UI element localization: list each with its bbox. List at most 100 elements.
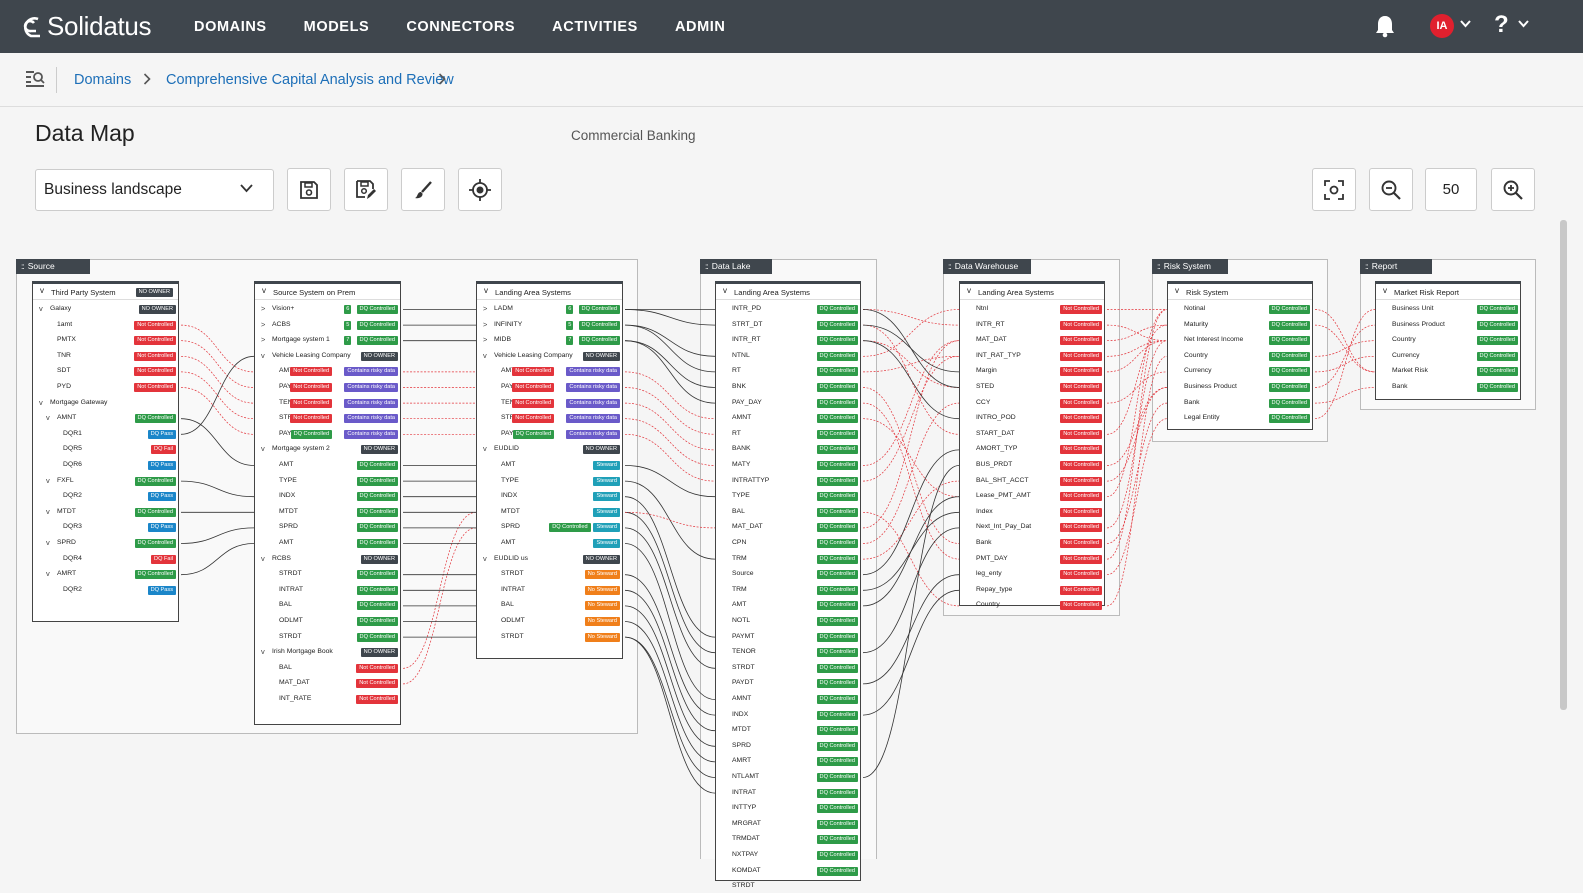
chevron-down-icon[interactable]	[1518, 20, 1529, 28]
entity-row[interactable]: v AMRT DQ Controlled	[33, 568, 180, 581]
entity-row[interactable]: 1amt Not Controlled	[33, 319, 180, 332]
entity-row[interactable]: STRDT No Steward	[477, 568, 624, 581]
entity-row[interactable]: Next_Int_Pay_Dat Not Controlled	[960, 521, 1106, 534]
entity-row[interactable]: TYPE DQ Controlled	[255, 475, 402, 488]
entity-row[interactable]: Country DQ Controlled	[1376, 334, 1522, 347]
entity-row[interactable]: AMRT DQ Controlled	[716, 755, 862, 768]
entity-row[interactable]: ODLMT DQ Controlled	[255, 615, 402, 628]
entity-row[interactable]: Ntnl Not Controlled	[960, 303, 1106, 316]
entity-row[interactable]: NOTL DQ Controlled	[716, 615, 862, 628]
entity-row[interactable]: SPRD DQ Controlled	[716, 740, 862, 753]
nav-connectors[interactable]: CONNECTORS	[406, 18, 516, 35]
zoom-out-button[interactable]	[1369, 168, 1413, 211]
group-tab[interactable]: :: Data Lake	[700, 259, 772, 274]
entity-row[interactable]: MTDT DQ Controlled	[716, 724, 862, 737]
entity-row[interactable]: AMT DQ Controlled	[255, 537, 402, 550]
chevron-down-icon[interactable]: v	[46, 506, 50, 516]
chevron-down-icon[interactable]	[1460, 20, 1471, 28]
entity-row[interactable]: AMT DQ Controlled	[255, 459, 402, 472]
entity-row[interactable]: STRDT No Steward	[477, 631, 624, 644]
entity-row[interactable]: TRM DQ Controlled	[716, 584, 862, 597]
entity-row[interactable]: STED Not Controlled	[960, 381, 1106, 394]
entity-row[interactable]: NXTPAY DQ Controlled	[716, 849, 862, 862]
entity-row[interactable]: Country DQ Controlled	[1168, 350, 1314, 363]
entity-row[interactable]: PAYDT Contains risky data DQ Controlled	[477, 428, 624, 441]
entity-row[interactable]: Repay_type Not Controlled	[960, 584, 1106, 597]
entity-row[interactable]: DQR3 DQ Pass	[33, 521, 180, 534]
entity-risk-system[interactable]: v Risk System Notinal DQ Controlled Maturit…	[1167, 281, 1313, 430]
entity-row[interactable]: NTLAMT DQ Controlled	[716, 771, 862, 784]
entity-row[interactable]: TEN Contains risky data Not Controlled	[255, 397, 402, 410]
entity-row[interactable]: INTR_RT Not Controlled	[960, 319, 1106, 332]
chevron-down-icon[interactable]: v	[261, 553, 265, 563]
entity-row[interactable]: PAYDT DQ Controlled	[716, 677, 862, 690]
zoom-level-input[interactable]: 50	[1425, 168, 1477, 211]
entity-row[interactable]: AMT Contains risky data Not Controlled	[255, 365, 402, 378]
chevron-right-icon[interactable]: >	[261, 319, 266, 329]
fit-screen-button[interactable]	[1312, 168, 1356, 211]
entity-row[interactable]: INTR_PD DQ Controlled	[716, 303, 862, 316]
entity-row[interactable]: Business Product DQ Controlled	[1376, 319, 1522, 332]
entity-row[interactable]: BNK DQ Controlled	[716, 381, 862, 394]
entity-row[interactable]: INTTYP DQ Controlled	[716, 802, 862, 815]
entity-row[interactable]: leg_enty Not Controlled	[960, 568, 1106, 581]
entity-row[interactable]: INTRATTYP DQ Controlled	[716, 475, 862, 488]
entity-row[interactable]: INTRAT DQ Controlled	[255, 584, 402, 597]
entity-header[interactable]: v Source System on Prem	[255, 284, 400, 300]
entity-row[interactable]: > MIDB DQ Controlled 7	[477, 334, 624, 347]
entity-row[interactable]: AMORT_TYP Not Controlled	[960, 443, 1106, 456]
entity-row[interactable]: SPRD Steward DQ Controlled	[477, 521, 624, 534]
chevron-down-icon[interactable]: v	[39, 304, 43, 313]
entity-row[interactable]: v Vehicle Leasing Company NO OWNER	[477, 350, 624, 363]
entity-row[interactable]: INDX DQ Controlled	[716, 709, 862, 722]
breadcrumb-domains[interactable]: Domains	[74, 72, 132, 88]
entity-row[interactable]: DQR5 DQ Fail	[33, 443, 180, 456]
entity-row[interactable]: Margin Not Controlled	[960, 365, 1106, 378]
entity-row[interactable]: PYD Not Controlled	[33, 381, 180, 394]
entity-row[interactable]: STRDT DQ Controlled	[255, 631, 402, 644]
help-icon[interactable]: ?	[1494, 11, 1509, 38]
entity-row[interactable]: v EUDLID NO OWNER	[477, 443, 624, 456]
chevron-down-icon[interactable]: v	[483, 444, 487, 454]
entity-row[interactable]: Bank Not Controlled	[960, 537, 1106, 550]
entity-row[interactable]: > Mortgage system 1 DQ Controlled 7	[255, 334, 402, 347]
entity-row[interactable]: SPRD DQ Controlled	[255, 521, 402, 534]
chevron-right-icon[interactable]: >	[483, 304, 488, 313]
entity-row[interactable]: STRT_DT DQ Controlled	[716, 319, 862, 332]
entity-row[interactable]: STRDT DQ Controlled	[255, 568, 402, 581]
entity-row[interactable]: MTDT Steward	[477, 506, 624, 519]
entity-row[interactable]: PAYMT Contains risky data Not Controlled	[477, 381, 624, 394]
chevron-right-icon[interactable]: >	[261, 304, 266, 313]
entity-row[interactable]: BANK DQ Controlled	[716, 443, 862, 456]
entity-row[interactable]: TRMDAT DQ Controlled	[716, 833, 862, 846]
entity-row[interactable]: DQR1 DQ Pass	[33, 428, 180, 441]
nav-domains[interactable]: DOMAINS	[194, 18, 267, 35]
vertical-scrollbar[interactable]	[1560, 220, 1567, 710]
entity-row[interactable]: TEN Contains risky data Not Controlled	[477, 397, 624, 410]
chevron-down-icon[interactable]: v	[46, 569, 50, 579]
entity-row[interactable]: DQR6 DQ Pass	[33, 459, 180, 472]
entity-row[interactable]: AMT Contains risky data Not Controlled	[477, 365, 624, 378]
bell-icon[interactable]	[1374, 14, 1396, 38]
entity-row[interactable]: Lease_PMT_AMT Not Controlled	[960, 490, 1106, 503]
chevron-down-icon[interactable]: v	[46, 538, 50, 547]
user-avatar[interactable]: IA	[1430, 14, 1454, 38]
entity-header[interactable]: v Third Party System NO OWNER	[33, 284, 178, 300]
entity-row[interactable]: PAYMT Contains risky data Not Controlled	[255, 381, 402, 394]
entity-row[interactable]: > Vision+ DQ Controlled 6	[255, 303, 402, 316]
entity-row[interactable]: ODLMT No Steward	[477, 615, 624, 628]
entity-row[interactable]: BAL DQ Controlled	[255, 599, 402, 612]
entity-row[interactable]: Bank DQ Controlled	[1168, 397, 1314, 410]
entity-row[interactable]: START_DAT Not Controlled	[960, 428, 1106, 441]
entity-row[interactable]: Maturity DQ Controlled	[1168, 319, 1314, 332]
entity-row[interactable]: STRDT DQ Controlled	[716, 662, 862, 675]
entity-row[interactable]: v Irish Mortgage Book NO OWNER	[255, 646, 402, 659]
entity-header[interactable]: v Landing Area Systems	[960, 284, 1104, 300]
entity-row[interactable]: Source DQ Controlled	[716, 568, 862, 581]
entity-row[interactable]: Index Not Controlled	[960, 506, 1106, 519]
group-tab[interactable]: :: Report	[1360, 259, 1432, 274]
chevron-right-icon[interactable]: >	[483, 335, 488, 345]
entity-row[interactable]: INT_RAT_TYP Not Controlled	[960, 350, 1106, 363]
style-button[interactable]	[401, 168, 445, 211]
entity-row[interactable]: PMTX Not Controlled	[33, 334, 180, 347]
